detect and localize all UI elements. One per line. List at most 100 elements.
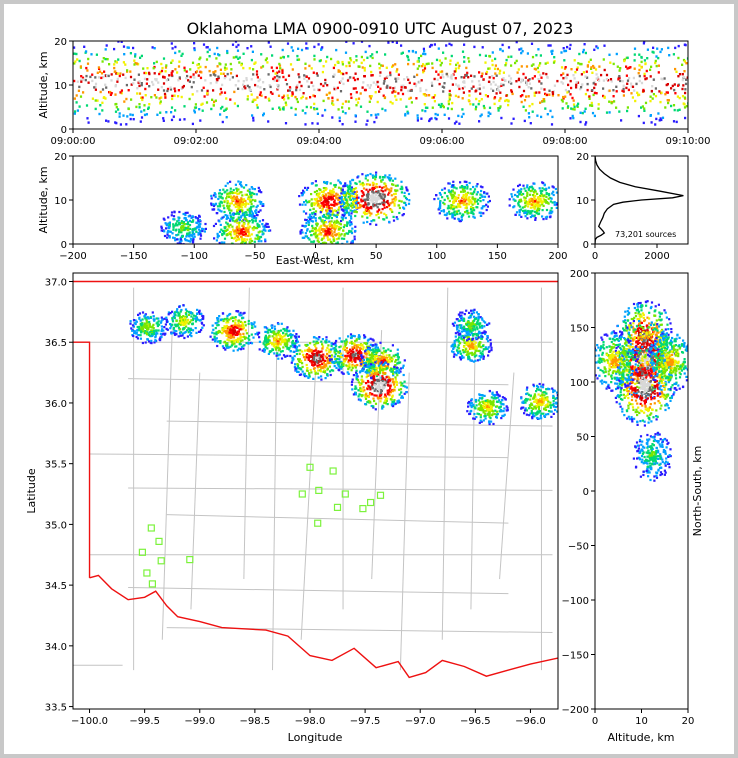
source-bin <box>479 200 482 203</box>
source-bin <box>164 66 168 69</box>
source-bin <box>575 83 578 87</box>
source-bin <box>224 318 228 321</box>
source-bin <box>548 194 551 197</box>
source-bin <box>232 327 235 330</box>
source-bin <box>333 87 336 91</box>
source-bin <box>231 198 234 201</box>
source-bin <box>302 191 305 194</box>
source-bin <box>576 104 579 107</box>
source-bin <box>493 67 497 70</box>
source-bin <box>216 340 219 343</box>
source-bin <box>138 316 141 319</box>
source-bin <box>532 187 535 190</box>
source-bin <box>460 199 463 202</box>
source-bin <box>422 71 425 74</box>
east-west-density <box>160 171 558 248</box>
source-bin <box>281 336 284 339</box>
source-bin <box>363 199 367 202</box>
source-bin <box>454 83 458 86</box>
source-bin <box>163 230 166 233</box>
source-bin <box>312 71 315 74</box>
source-bin <box>621 80 624 83</box>
source-bin <box>316 112 319 115</box>
source-bin <box>319 355 322 358</box>
source-bin <box>303 375 306 378</box>
source-bin <box>387 41 390 44</box>
source-bin <box>649 75 652 78</box>
source-bin <box>441 85 444 88</box>
source-bin <box>160 226 163 230</box>
source-bin <box>377 212 380 215</box>
source-bin <box>146 338 149 341</box>
source-bin <box>530 203 533 206</box>
source-bin <box>549 200 552 203</box>
source-bin <box>413 75 416 78</box>
source-bin <box>676 95 679 98</box>
source-bin <box>428 45 432 48</box>
source-bin <box>321 246 323 248</box>
source-bin <box>591 111 595 115</box>
source-bin <box>366 216 369 219</box>
source-bin <box>250 194 253 197</box>
source-bin <box>241 317 244 320</box>
source-bin <box>395 80 398 83</box>
source-bin <box>384 185 388 188</box>
source-bin <box>236 209 239 212</box>
source-bin <box>525 65 529 68</box>
source-bin <box>473 190 476 193</box>
source-bin <box>304 235 307 238</box>
source-bin <box>129 70 132 73</box>
source-bin <box>247 230 250 233</box>
source-bin <box>263 350 266 353</box>
source-bin <box>269 85 272 89</box>
source-bin <box>165 327 168 330</box>
source-bin <box>272 77 275 81</box>
source-bin <box>318 206 322 209</box>
source-bin <box>271 107 274 110</box>
source-bin <box>492 80 495 84</box>
source-bin <box>425 62 428 66</box>
source-bin <box>326 199 329 202</box>
source-bin <box>308 200 311 203</box>
source-bin <box>295 338 298 341</box>
source-bin <box>361 195 364 198</box>
source-bin <box>193 47 196 50</box>
source-bin <box>110 73 113 76</box>
source-bin <box>630 85 633 88</box>
source-bin <box>543 199 546 202</box>
source-bin <box>231 228 235 231</box>
source-bin <box>654 94 658 98</box>
source-bin <box>513 199 516 202</box>
source-bin <box>341 202 344 205</box>
source-bin <box>99 104 102 107</box>
source-bin <box>638 79 641 83</box>
source-bin <box>543 183 546 186</box>
source-bin <box>281 341 284 344</box>
source-bin <box>651 97 654 100</box>
source-bin <box>75 94 78 97</box>
source-bin <box>231 192 234 195</box>
source-bin <box>277 94 281 97</box>
source-bin <box>95 53 98 56</box>
source-bin <box>492 89 495 92</box>
source-bin <box>505 98 508 102</box>
source-bin <box>222 312 225 315</box>
source-bin <box>182 317 185 321</box>
source-bin <box>212 89 215 92</box>
source-bin <box>349 189 353 192</box>
source-bin <box>122 45 126 48</box>
source-bin <box>110 92 113 95</box>
source-bin <box>271 331 274 334</box>
source-bin <box>300 84 303 88</box>
source-bin <box>74 110 77 113</box>
source-bin <box>579 87 582 91</box>
source-bin <box>247 196 250 199</box>
source-bin <box>382 94 385 97</box>
source-bin <box>416 67 419 70</box>
source-bin <box>462 91 465 94</box>
source-bin <box>264 58 267 62</box>
source-bin <box>326 55 329 59</box>
source-bin <box>187 232 190 235</box>
source-bin <box>276 352 279 355</box>
source-bin <box>441 70 444 73</box>
